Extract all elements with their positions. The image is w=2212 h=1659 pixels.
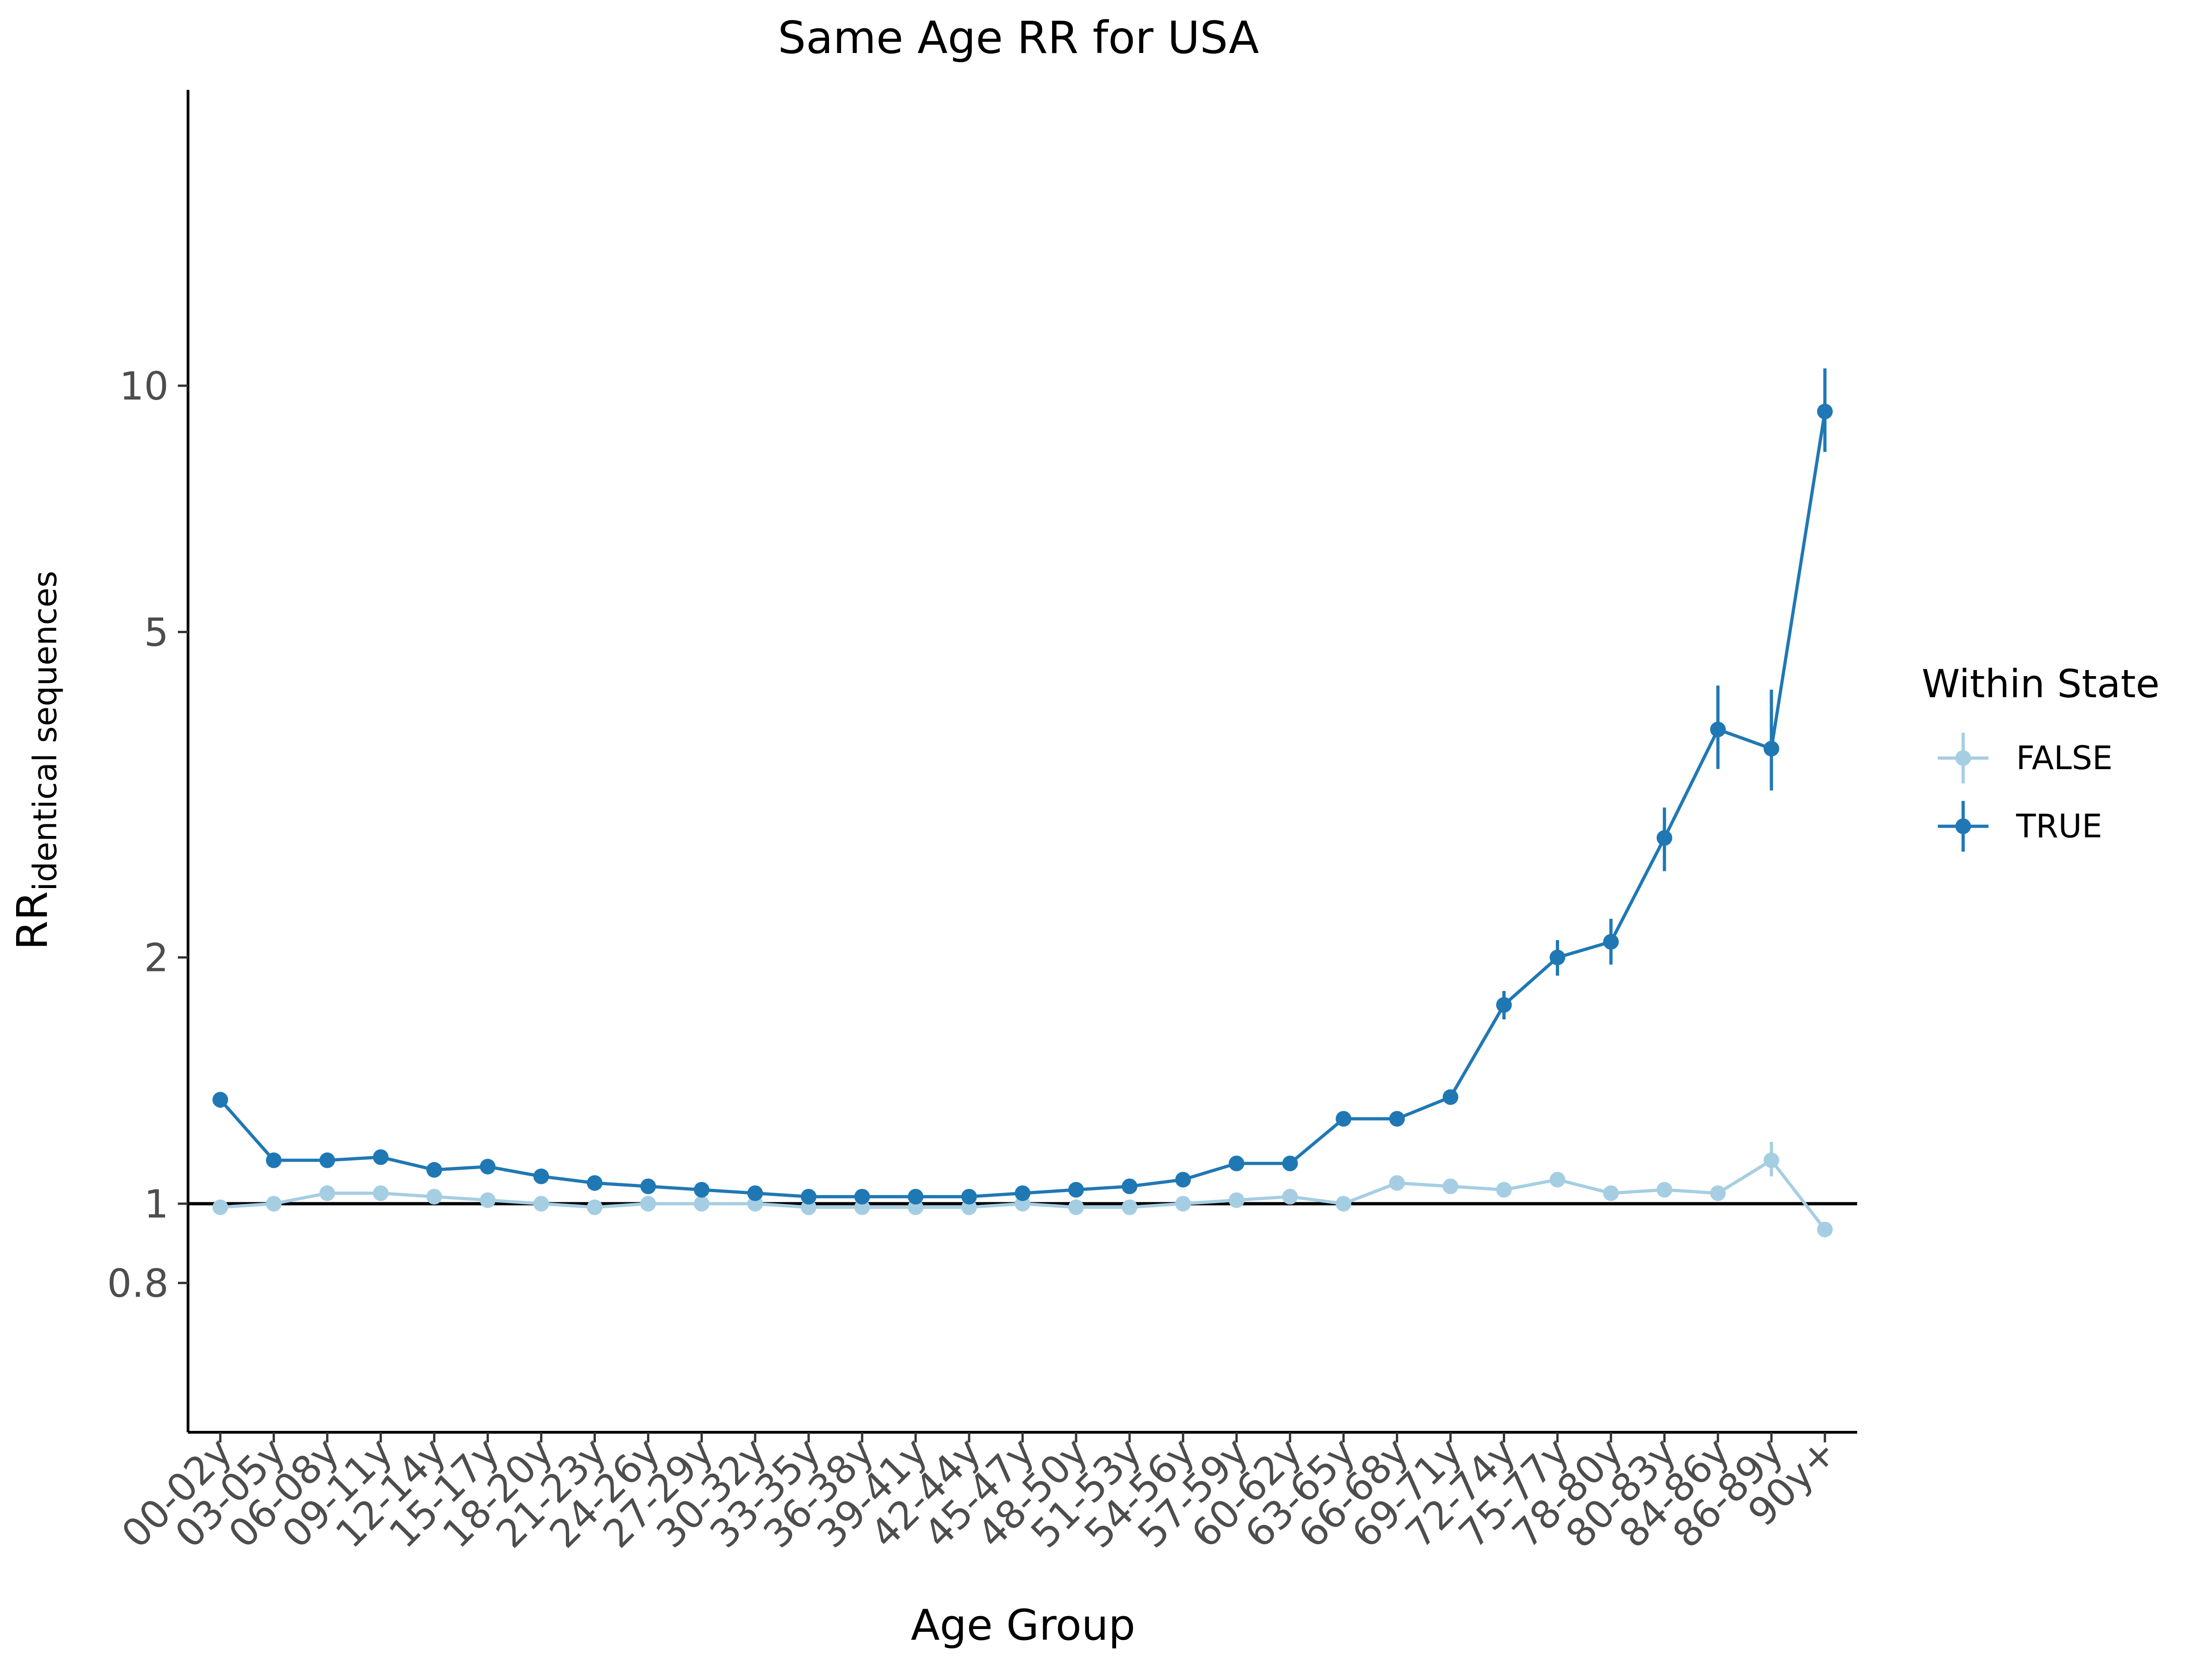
data-point-true [961, 1188, 977, 1205]
data-point-true [480, 1159, 496, 1175]
legend-items: FALSE TRUE [1938, 733, 2112, 852]
data-point-false [373, 1185, 389, 1201]
data-point-false [587, 1199, 603, 1215]
x-ticks: 00-02y03-05y06-08y09-11y12-14y15-17y18-2… [113, 1429, 1845, 1557]
data-point-false [1496, 1182, 1512, 1198]
data-point-false [1122, 1199, 1138, 1215]
data-point-false [1817, 1221, 1833, 1237]
data-point-true [1389, 1111, 1405, 1127]
data-point-false [1710, 1185, 1726, 1201]
data-point-true [587, 1175, 603, 1191]
data-point-true [1817, 403, 1833, 419]
data-point-true [907, 1188, 924, 1205]
data-point-true [1656, 830, 1672, 846]
data-point-false [319, 1185, 335, 1201]
legend-item-true: TRUE [1938, 801, 2102, 852]
data-point-true [1015, 1185, 1030, 1201]
y-axis-label-subscript: identical sequences [26, 571, 64, 891]
series-layer [212, 368, 1833, 1237]
data-point-true [1763, 741, 1779, 757]
data-point-true [1710, 721, 1726, 737]
y-tick-label: 2 [144, 935, 169, 981]
chart-title: Same Age RR for USA [778, 12, 1259, 64]
legend-label: TRUE [2016, 807, 2102, 845]
x-axis-label: Age Group [911, 1600, 1135, 1650]
data-point-true [1229, 1155, 1245, 1171]
data-point-true [426, 1162, 442, 1178]
data-point-false [212, 1199, 228, 1215]
data-point-true [212, 1092, 228, 1108]
data-point-true [747, 1185, 763, 1201]
data-point-false [1335, 1196, 1352, 1212]
data-point-false [1603, 1185, 1619, 1201]
legend: Within State FALSE TRUE [1922, 661, 2159, 852]
data-point-true [854, 1188, 870, 1205]
y-axis-label-main: RR [8, 891, 57, 950]
data-point-false [1549, 1171, 1565, 1188]
data-point-false [1442, 1178, 1459, 1194]
data-point-false [1175, 1196, 1191, 1212]
legend-item-false: FALSE [1938, 733, 2112, 783]
legend-title: Within State [1922, 661, 2159, 706]
legend-key-point [1955, 818, 1971, 834]
data-point-true [1335, 1111, 1352, 1127]
data-point-false [1229, 1192, 1245, 1208]
data-point-true [1496, 997, 1512, 1013]
data-point-true [800, 1188, 817, 1205]
legend-key-point [1955, 750, 1971, 766]
data-point-true [319, 1152, 335, 1168]
plot-area: 0.8 1 2 5 10 00-02y03-05y06-08y09-11y12-14y1… [107, 90, 1857, 1557]
y-tick-label: 5 [144, 610, 169, 655]
data-point-false [1389, 1175, 1405, 1191]
data-point-false [480, 1192, 496, 1208]
data-point-false [1763, 1152, 1779, 1168]
data-point-false [694, 1196, 710, 1212]
y-ticks: 0.8 1 2 5 10 [107, 364, 188, 1306]
data-point-true [640, 1178, 656, 1194]
data-point-true [266, 1152, 282, 1168]
y-tick-label: 1 [144, 1182, 169, 1227]
data-point-false [426, 1188, 442, 1205]
data-point-true [1603, 934, 1619, 950]
legend-label: FALSE [2016, 739, 2112, 777]
data-point-true [694, 1182, 710, 1198]
data-point-true [1068, 1182, 1084, 1198]
y-axis-label: RRidentical sequences [8, 571, 64, 950]
data-point-true [1282, 1155, 1298, 1171]
data-point-false [1068, 1199, 1084, 1215]
data-point-false [640, 1196, 656, 1212]
data-point-false [266, 1196, 282, 1212]
data-point-true [1549, 949, 1565, 965]
y-tick-label: 0.8 [107, 1261, 169, 1306]
data-point-true [1442, 1089, 1459, 1105]
data-point-false [533, 1196, 549, 1212]
data-point-true [1122, 1178, 1138, 1194]
data-point-true [373, 1149, 389, 1165]
data-point-false [1282, 1188, 1298, 1205]
data-point-true [1175, 1171, 1191, 1188]
y-tick-label: 10 [119, 364, 169, 409]
data-point-false [1656, 1182, 1672, 1198]
data-point-true [533, 1168, 549, 1184]
series-false [212, 1141, 1833, 1237]
series-true [212, 368, 1833, 1205]
